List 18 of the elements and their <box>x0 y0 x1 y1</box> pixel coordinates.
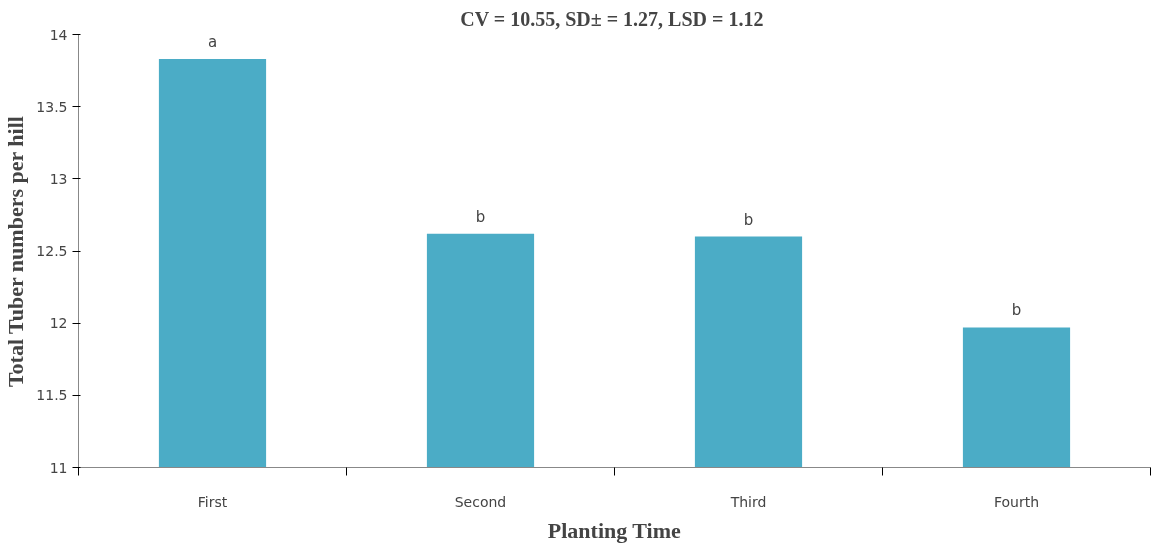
x-tick-label: First <box>197 493 228 510</box>
y-tick-label: 13 <box>49 170 68 187</box>
y-tick-label: 12 <box>49 315 68 332</box>
y-tick-label: 11.5 <box>36 387 68 404</box>
y-axis-title: Total Tuber numbers per hill <box>3 116 29 388</box>
annotation: b <box>1011 301 1022 320</box>
x-tick-label: Fourth <box>993 493 1040 510</box>
annotation: b <box>475 207 486 226</box>
x-tick-label: Third <box>729 493 767 510</box>
annotation: b <box>743 210 754 229</box>
y-tick-label: 14 <box>49 26 68 43</box>
x-tick-label: Second <box>454 493 507 510</box>
y-tick-label: 11 <box>49 459 68 476</box>
annotation: a <box>207 33 218 52</box>
y-tick-label: 13.5 <box>36 98 68 115</box>
chart-title: CV = 10.55, SD± = 1.27, LSD = 1.12 <box>460 7 764 30</box>
x-axis-title: Planting Time <box>547 517 682 543</box>
y-tick-label: 12.5 <box>36 243 68 259</box>
